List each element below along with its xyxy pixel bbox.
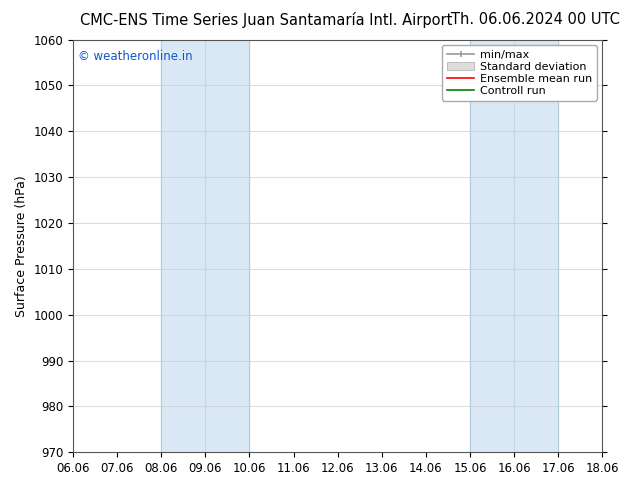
Text: © weatheronline.in: © weatheronline.in (79, 50, 193, 63)
Text: Th. 06.06.2024 00 UTC: Th. 06.06.2024 00 UTC (451, 12, 620, 27)
Legend: min/max, Standard deviation, Ensemble mean run, Controll run: min/max, Standard deviation, Ensemble me… (443, 45, 597, 101)
Y-axis label: Surface Pressure (hPa): Surface Pressure (hPa) (15, 175, 28, 317)
Bar (470, 40, 558, 452)
Text: CMC-ENS Time Series Juan Santamaría Intl. Airport: CMC-ENS Time Series Juan Santamaría Intl… (80, 12, 453, 28)
Bar (161, 40, 249, 452)
